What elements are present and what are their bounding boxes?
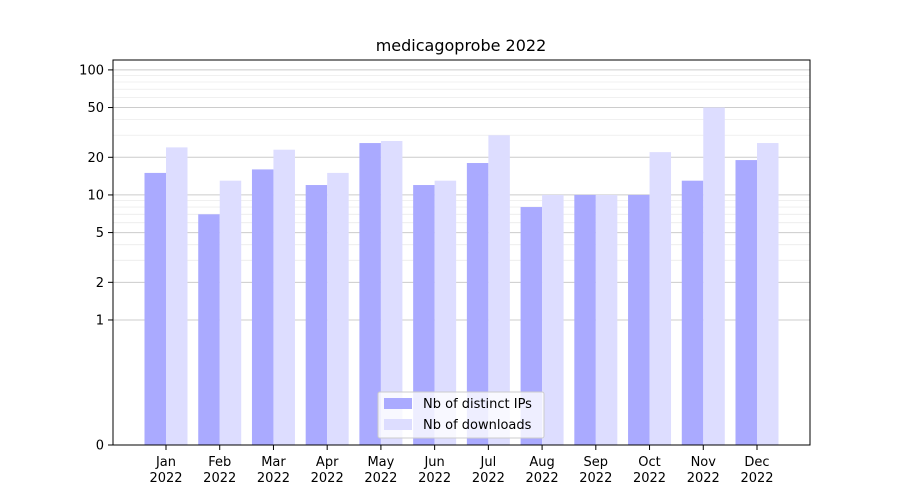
bar-distinct-ips bbox=[520, 207, 543, 445]
x-tick-month: Mar bbox=[261, 455, 286, 470]
bar-distinct-ips bbox=[413, 185, 435, 445]
x-tick-month: Nov bbox=[691, 455, 717, 470]
x-tick-label: Aug 2022 bbox=[526, 455, 559, 486]
y-tick-label: 2 bbox=[96, 276, 104, 291]
x-tick-label: Jan 2022 bbox=[149, 455, 182, 486]
bars-layer bbox=[144, 107, 779, 446]
bar-distinct-ips bbox=[359, 143, 381, 445]
bar-distinct-ips bbox=[251, 169, 274, 445]
y-tick-label: 5 bbox=[96, 226, 104, 241]
bar-distinct-ips bbox=[198, 214, 220, 445]
legend-label-downloads: Nb of downloads bbox=[423, 418, 532, 433]
bar-distinct-ips bbox=[574, 194, 596, 445]
x-tick-year: 2022 bbox=[633, 471, 666, 486]
x-tick-month: Feb bbox=[208, 455, 231, 470]
x-tick-year: 2022 bbox=[579, 471, 612, 486]
x-tick-label: May 2022 bbox=[364, 455, 397, 486]
bar-downloads bbox=[434, 180, 457, 445]
legend-box bbox=[377, 391, 545, 439]
bar-downloads bbox=[219, 180, 242, 445]
x-tick-year: 2022 bbox=[472, 471, 505, 486]
x-tick-year: 2022 bbox=[311, 471, 344, 486]
x-tick-label: Jul 2022 bbox=[472, 455, 505, 486]
bar-distinct-ips bbox=[681, 180, 704, 445]
x-tick-month: May bbox=[367, 455, 394, 470]
y-tick-label: 1 bbox=[96, 313, 104, 328]
x-tick-label: Apr 2022 bbox=[311, 455, 344, 486]
y-tick-label: 50 bbox=[87, 101, 104, 116]
x-tick-year: 2022 bbox=[257, 471, 290, 486]
y-tick-label: 0 bbox=[96, 439, 104, 454]
bar-distinct-ips bbox=[466, 163, 489, 445]
bar-downloads bbox=[703, 107, 725, 446]
bar-distinct-ips bbox=[628, 194, 650, 445]
y-tick-label: 100 bbox=[79, 63, 104, 78]
x-tick-label: Oct 2022 bbox=[633, 455, 666, 486]
x-tick-label: Sep 2022 bbox=[579, 455, 612, 486]
x-tick-month: Jun bbox=[423, 455, 444, 470]
bar-distinct-ips bbox=[305, 185, 328, 445]
bar-downloads bbox=[542, 194, 564, 445]
x-tick-year: 2022 bbox=[364, 471, 397, 486]
x-tick-year: 2022 bbox=[203, 471, 236, 486]
legend-swatch-ips bbox=[384, 398, 412, 409]
x-tick-label: Dec 2022 bbox=[740, 455, 773, 486]
x-tick-month: Apr bbox=[316, 455, 339, 470]
x-tick-year: 2022 bbox=[418, 471, 451, 486]
chart-title: medicagoprobe 2022 bbox=[376, 36, 547, 55]
x-tick-label: Jun 2022 bbox=[418, 455, 451, 486]
x-tick-year: 2022 bbox=[740, 471, 773, 486]
bar-distinct-ips bbox=[735, 160, 757, 445]
y-tick-label: 10 bbox=[87, 188, 104, 203]
x-tick-year: 2022 bbox=[149, 471, 182, 486]
x-tick-month: Sep bbox=[584, 455, 609, 470]
x-tick-month: Dec bbox=[744, 455, 769, 470]
bar-downloads bbox=[166, 147, 188, 446]
bar-downloads bbox=[595, 194, 618, 445]
bar-downloads bbox=[757, 143, 779, 445]
x-tick-month: Jul bbox=[480, 455, 497, 470]
y-tick-label: 20 bbox=[87, 151, 104, 166]
x-tick-year: 2022 bbox=[526, 471, 559, 486]
x-tick-label: Feb 2022 bbox=[203, 455, 236, 486]
bar-downloads bbox=[327, 172, 349, 445]
x-tick-label: Nov 2022 bbox=[687, 455, 720, 486]
x-tick-label: Mar 2022 bbox=[257, 455, 290, 486]
bar-downloads bbox=[488, 135, 510, 445]
bar-downloads bbox=[649, 152, 672, 445]
bar-distinct-ips bbox=[144, 172, 166, 445]
bar-downloads bbox=[380, 140, 403, 445]
legend-label-ips: Nb of distinct IPs bbox=[423, 397, 532, 412]
x-tick-month: Oct bbox=[638, 455, 660, 470]
plot-frame bbox=[112, 59, 811, 446]
x-tick-month: Aug bbox=[529, 455, 554, 470]
x-tick-month: Jan bbox=[155, 455, 176, 470]
x-tick-year: 2022 bbox=[687, 471, 720, 486]
legend-swatch-downloads bbox=[384, 419, 412, 430]
legend: Nb of distinct IPs Nb of downloads bbox=[377, 391, 545, 439]
bar-downloads bbox=[273, 149, 295, 446]
